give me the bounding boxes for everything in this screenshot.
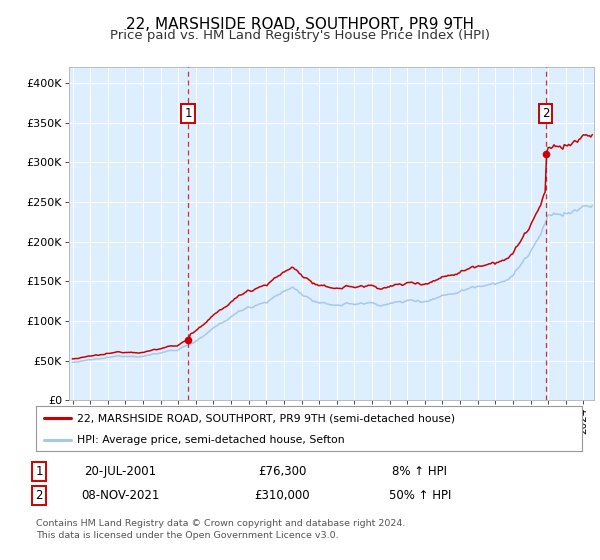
Text: 20-JUL-2001: 20-JUL-2001 — [84, 465, 156, 478]
Text: This data is licensed under the Open Government Licence v3.0.: This data is licensed under the Open Gov… — [36, 531, 338, 540]
Text: 22, MARSHSIDE ROAD, SOUTHPORT, PR9 9TH: 22, MARSHSIDE ROAD, SOUTHPORT, PR9 9TH — [126, 17, 474, 32]
Text: 2: 2 — [35, 489, 43, 502]
Text: 8% ↑ HPI: 8% ↑ HPI — [392, 465, 448, 478]
Text: HPI: Average price, semi-detached house, Sefton: HPI: Average price, semi-detached house,… — [77, 436, 344, 446]
Text: 2: 2 — [542, 108, 550, 120]
Text: Price paid vs. HM Land Registry's House Price Index (HPI): Price paid vs. HM Land Registry's House … — [110, 29, 490, 42]
Text: 1: 1 — [184, 108, 192, 120]
Text: 08-NOV-2021: 08-NOV-2021 — [81, 489, 159, 502]
Text: 22, MARSHSIDE ROAD, SOUTHPORT, PR9 9TH (semi-detached house): 22, MARSHSIDE ROAD, SOUTHPORT, PR9 9TH (… — [77, 413, 455, 423]
Text: Contains HM Land Registry data © Crown copyright and database right 2024.: Contains HM Land Registry data © Crown c… — [36, 519, 406, 528]
Text: £310,000: £310,000 — [254, 489, 310, 502]
Text: 1: 1 — [35, 465, 43, 478]
Text: 50% ↑ HPI: 50% ↑ HPI — [389, 489, 451, 502]
Text: £76,300: £76,300 — [258, 465, 306, 478]
